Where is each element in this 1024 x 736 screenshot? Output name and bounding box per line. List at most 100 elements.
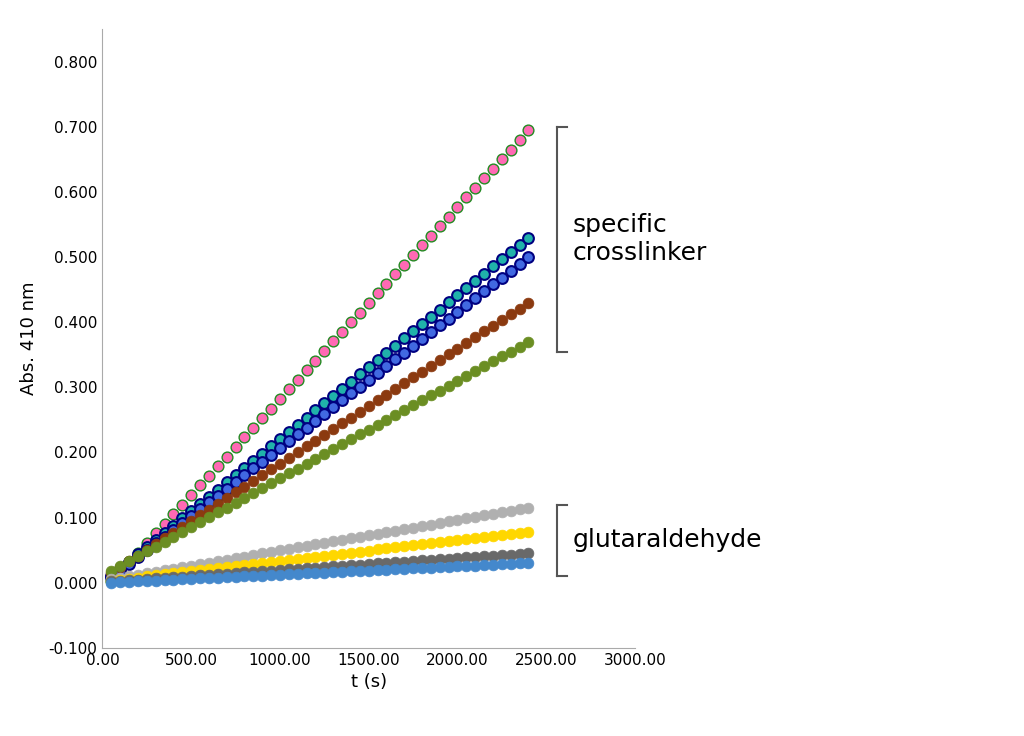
Point [351, 531, 368, 542]
Point [165, 531, 181, 542]
Point [210, 498, 226, 510]
Point [254, 456, 270, 467]
Point [351, 545, 368, 557]
Point [147, 570, 164, 581]
Point [290, 553, 306, 565]
Point [103, 573, 120, 585]
Point [307, 453, 324, 464]
Point [263, 403, 280, 414]
Point [476, 325, 493, 337]
Point [387, 564, 403, 576]
Point [343, 559, 359, 571]
Point [378, 347, 394, 358]
Point [404, 340, 421, 352]
Point [440, 535, 457, 547]
Point [103, 576, 120, 587]
Point [370, 544, 386, 556]
Point [378, 542, 394, 554]
Point [431, 553, 447, 565]
Point [334, 548, 350, 559]
Point [396, 523, 413, 535]
Point [520, 297, 537, 308]
Point [387, 525, 403, 537]
Point [191, 573, 208, 584]
Point [520, 526, 537, 538]
Point [316, 345, 333, 357]
Point [281, 543, 297, 555]
Point [325, 336, 341, 347]
Point [316, 408, 333, 420]
Point [121, 556, 137, 567]
Point [298, 422, 314, 434]
Point [440, 380, 457, 392]
Point [263, 449, 280, 461]
Point [414, 394, 430, 406]
Point [298, 364, 314, 376]
Point [281, 467, 297, 479]
Point [271, 458, 288, 470]
Point [183, 489, 200, 500]
Point [298, 458, 314, 470]
Point [237, 570, 253, 582]
Point [511, 503, 527, 515]
Point [458, 337, 474, 349]
Point [325, 561, 341, 573]
Point [404, 372, 421, 383]
Point [157, 568, 173, 580]
Point [360, 565, 377, 576]
Point [431, 304, 447, 316]
Point [414, 539, 430, 551]
Point [387, 383, 403, 394]
Point [520, 548, 537, 559]
Point [191, 503, 208, 515]
Point [227, 441, 244, 453]
Point [290, 419, 306, 431]
Point [360, 424, 377, 436]
Point [201, 497, 217, 509]
Point [343, 547, 359, 559]
Point [396, 259, 413, 271]
Point [130, 569, 146, 581]
Point [245, 475, 261, 486]
Point [378, 557, 394, 569]
Point [431, 517, 447, 529]
Point [458, 560, 474, 572]
Point [414, 554, 430, 566]
Point [227, 470, 244, 481]
Point [245, 455, 261, 467]
Point [467, 182, 483, 194]
Point [378, 361, 394, 372]
Point [138, 573, 155, 585]
Point [378, 389, 394, 400]
Point [503, 346, 519, 358]
Point [263, 441, 280, 453]
Point [263, 565, 280, 576]
Point [271, 564, 288, 576]
Point [511, 258, 527, 270]
Point [191, 558, 208, 570]
Point [334, 534, 350, 545]
Point [484, 261, 501, 272]
Point [237, 492, 253, 503]
Point [237, 462, 253, 474]
Point [147, 534, 164, 546]
Point [503, 505, 519, 517]
Point [431, 354, 447, 366]
Point [316, 537, 333, 548]
Point [396, 540, 413, 552]
Point [431, 537, 447, 548]
Point [484, 550, 501, 562]
Point [423, 554, 439, 566]
Point [503, 308, 519, 320]
Point [494, 253, 510, 265]
Point [307, 405, 324, 417]
Point [360, 545, 377, 556]
Point [450, 552, 466, 564]
Point [227, 560, 244, 572]
Point [440, 313, 457, 325]
Point [387, 269, 403, 280]
Point [298, 567, 314, 579]
Point [520, 502, 537, 514]
Point [404, 555, 421, 567]
Point [334, 566, 350, 578]
